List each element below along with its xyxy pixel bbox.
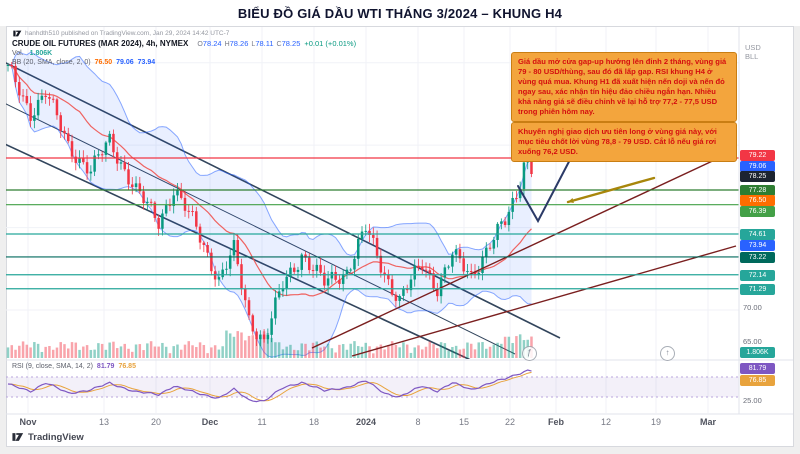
time-label-13: 13 <box>98 417 110 427</box>
chart-canvas[interactable] <box>6 26 794 447</box>
tradingview-mark-icon <box>12 433 24 441</box>
volume-label: Vol. <box>12 50 24 57</box>
ohlc-value: 78.11 <box>255 39 274 48</box>
time-label-11: 11 <box>257 417 267 427</box>
time-label-Mar: Mar <box>699 417 717 427</box>
price-label-78.25: 78.25 <box>740 170 775 182</box>
axis-tick-25.00: 25.00 <box>743 396 762 405</box>
rsi-label-81.79: 81.79 <box>740 362 775 374</box>
ohlc-key: O <box>197 41 203 48</box>
time-label-12: 12 <box>600 417 612 427</box>
rsi-values: 81.79 76.85 <box>93 363 136 370</box>
annotation-note-2: Khuyến nghị giao dịch ưu tiên long ở vùn… <box>511 122 737 163</box>
chart-marker-icon-2: ↑ <box>660 346 675 361</box>
rsi-label-76.85: 76.85 <box>740 374 775 386</box>
chart-marker-icon-1: ƒ <box>522 346 537 361</box>
publish-row: hanhdth510 published on TradingView.com,… <box>13 29 229 38</box>
time-label-22: 22 <box>504 417 516 427</box>
ohlc-key: L <box>251 41 256 48</box>
time-label-8: 8 <box>415 417 421 427</box>
time-axis[interactable] <box>6 414 739 430</box>
symbol-name: CRUDE OIL FUTURES (MAR 2024), 4h, NYMEX <box>12 39 189 48</box>
price-label-73.22: 73.22 <box>740 251 775 263</box>
indicator-value: 81.79 <box>96 363 115 370</box>
axis-tick-65.00: 65.00 <box>743 337 762 346</box>
price-label-73.94: 73.94 <box>740 239 775 251</box>
indicator-value: 79.06 <box>116 59 134 66</box>
bb-row: BB (20, SMA, close, 2, 0) 76.50 79.06 73.94 <box>12 59 155 66</box>
symbol-row: CRUDE OIL FUTURES (MAR 2024), 4h, NYMEX O… <box>12 39 356 48</box>
time-label-20: 20 <box>150 417 162 427</box>
tradingview-icon <box>13 30 22 37</box>
tradingview-logo[interactable]: TradingView <box>12 431 84 443</box>
price-label-71.29: 71.29 <box>740 283 775 295</box>
page-title: BIỂU ĐỒ GIÁ DẦU WTI THÁNG 3/2024 – KHUNG… <box>237 5 563 21</box>
annotation-note-1: Giá dầu mở cửa gap-up hướng lên đỉnh 2 t… <box>511 52 737 123</box>
tradingview-wordmark: TradingView <box>28 431 84 443</box>
price-change: +0.01 (+0.01%) <box>304 39 357 48</box>
time-label-19: 19 <box>650 417 662 427</box>
indicator-value: 73.94 <box>137 59 156 66</box>
rsi-row: RSI (9, close, SMA, 14, 2) 81.79 76.85 <box>12 363 136 370</box>
time-label-Nov: Nov <box>19 417 37 427</box>
indicator-value: 76.85 <box>118 363 136 370</box>
ohlc-value: 78.26 <box>229 39 249 48</box>
price-label-77.28: 77.28 <box>740 184 775 196</box>
title-bar: BIỂU ĐỒ GIÁ DẦU WTI THÁNG 3/2024 – KHUNG… <box>0 0 800 26</box>
ohlc-key: H <box>224 41 230 48</box>
ohlc-key: C <box>276 41 282 48</box>
bb-label: BB (20, SMA, close, 2, 0) <box>12 59 91 66</box>
ohlc-value: 78.25 <box>281 39 301 48</box>
ohlc-value: 78.24 <box>202 39 222 48</box>
price-label-79.06: 79.06 <box>740 160 775 172</box>
price-label-72.14: 72.14 <box>740 269 775 281</box>
bb-values: 76.50 79.06 73.94 <box>91 59 156 66</box>
indicator-value: 76.50 <box>94 59 113 66</box>
price-label-79.22: 79.22 <box>740 149 775 161</box>
axis-unit-barrel: BLL <box>745 52 759 61</box>
axis-tick-70.00: 70.00 <box>743 303 762 312</box>
price-label-74.61: 74.61 <box>740 228 775 240</box>
volume-row: Vol. 1.806K <box>12 50 52 57</box>
rsi-label: RSI (9, close, SMA, 14, 2) <box>12 363 93 370</box>
time-label-2024: 2024 <box>355 417 377 427</box>
time-label-Feb: Feb <box>547 417 565 427</box>
time-label-Dec: Dec <box>201 417 219 427</box>
price-label-76.50: 76.50 <box>740 194 775 206</box>
axis-unit-currency: USD <box>745 43 761 52</box>
time-label-15: 15 <box>458 417 470 427</box>
ohlc-values: O78.24 H78.26 L78.11 C78.25 +0.01 (+0.01%) <box>194 39 356 48</box>
price-label-76.39: 76.39 <box>740 205 775 217</box>
publish-info: hanhdth510 published on TradingView.com,… <box>25 30 230 37</box>
price-label-1.806K: 1.806K <box>740 346 775 358</box>
price-axis[interactable] <box>739 26 794 414</box>
volume-value: 1.806K <box>29 50 53 57</box>
time-label-18: 18 <box>308 417 320 427</box>
